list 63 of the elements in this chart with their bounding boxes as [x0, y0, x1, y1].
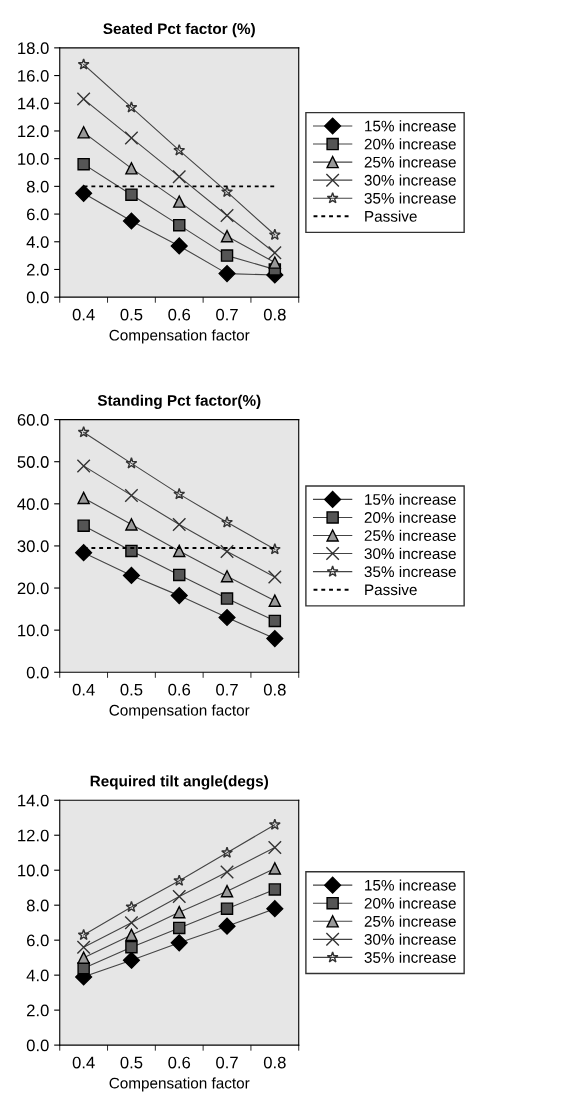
x-tick-label: 0.7 [216, 683, 238, 696]
legend-label: 15% increase [365, 120, 456, 132]
y-tick-label: 50.0 [17, 456, 49, 468]
legend-label: 20% increase [364, 138, 456, 150]
legend-label: 30% increase [364, 547, 456, 560]
chart-title: Seated Pct factor (%) [103, 22, 255, 38]
y-tick-label: 60.0 [17, 414, 49, 426]
x-axis-title: Compensation factor [109, 329, 250, 344]
legend-label: 25% increase [364, 156, 456, 168]
y-tick-label: 0.0 [26, 1039, 49, 1052]
y-tick-label: 0.0 [26, 291, 49, 304]
y-tick-label: 4.0 [26, 969, 49, 982]
y-tick-label: 10.0 [18, 153, 49, 165]
y-tick-label: 14.0 [18, 97, 49, 110]
x-tick-label: 0.5 [120, 683, 143, 696]
x-tick-label: 0.4 [72, 683, 95, 696]
chart-title: Standing Pct factor(%) [97, 394, 261, 409]
legend-label: Passive [365, 210, 417, 222]
y-tick-label: 12.0 [18, 125, 49, 138]
y-tick-label: 10.0 [18, 624, 49, 637]
y-tick-label: 14.0 [18, 794, 49, 807]
legend-label: 20% increase [364, 897, 456, 909]
x-tick-label: 0.8 [263, 308, 286, 321]
y-tick-label: 40.0 [17, 498, 49, 511]
legend-label: 30% increase [364, 933, 456, 945]
legend-label: 35% increase [364, 951, 456, 963]
legend-label: 15% increase [365, 493, 456, 505]
y-tick-label: 4.0 [26, 236, 49, 248]
y-tick-label: 2.0 [27, 263, 49, 276]
legend-label: 35% increase [364, 192, 456, 204]
x-tick-label: 0.5 [120, 308, 143, 321]
y-tick-label: 20.0 [17, 582, 49, 595]
x-tick-label: 0.7 [216, 1056, 238, 1069]
legend-label: Passive [365, 583, 417, 596]
x-tick-label: 0.4 [72, 1056, 95, 1069]
legend-label: 25% increase [364, 529, 456, 541]
x-tick-label: 0.4 [72, 308, 95, 321]
y-tick-label: 6.0 [27, 208, 49, 221]
y-tick-label: 2.0 [27, 1004, 49, 1017]
x-tick-label: 0.7 [216, 308, 238, 321]
y-tick-label: 8.0 [26, 180, 49, 193]
y-tick-label: 12.0 [18, 829, 49, 842]
y-tick-label: 16.0 [18, 69, 49, 82]
y-tick-label: 6.0 [27, 934, 49, 947]
y-tick-label: 30.0 [17, 540, 49, 553]
y-tick-label: 0.0 [26, 666, 49, 679]
x-axis-title: Compensation factor [109, 704, 250, 719]
y-tick-label: 8.0 [26, 899, 49, 912]
legend-label: 20% increase [364, 511, 456, 523]
x-tick-label: 0.5 [120, 1056, 143, 1069]
x-tick-label: 0.6 [168, 1056, 191, 1069]
y-tick-label: 10.0 [18, 864, 49, 877]
chart-title: Required tilt angle(degs) [90, 775, 269, 790]
legend-label: 25% increase [364, 915, 456, 927]
x-tick-label: 0.6 [168, 308, 191, 321]
legend-label: 15% increase [365, 879, 456, 891]
y-tick-label: 18.0 [18, 42, 49, 55]
x-axis-title: Compensation factor [109, 1077, 250, 1092]
x-tick-label: 0.6 [168, 683, 191, 696]
legend-label: 30% increase [364, 174, 456, 186]
x-tick-label: 0.8 [263, 683, 286, 696]
x-tick-label: 0.8 [263, 1056, 286, 1069]
legend-label: 35% increase [364, 565, 456, 578]
